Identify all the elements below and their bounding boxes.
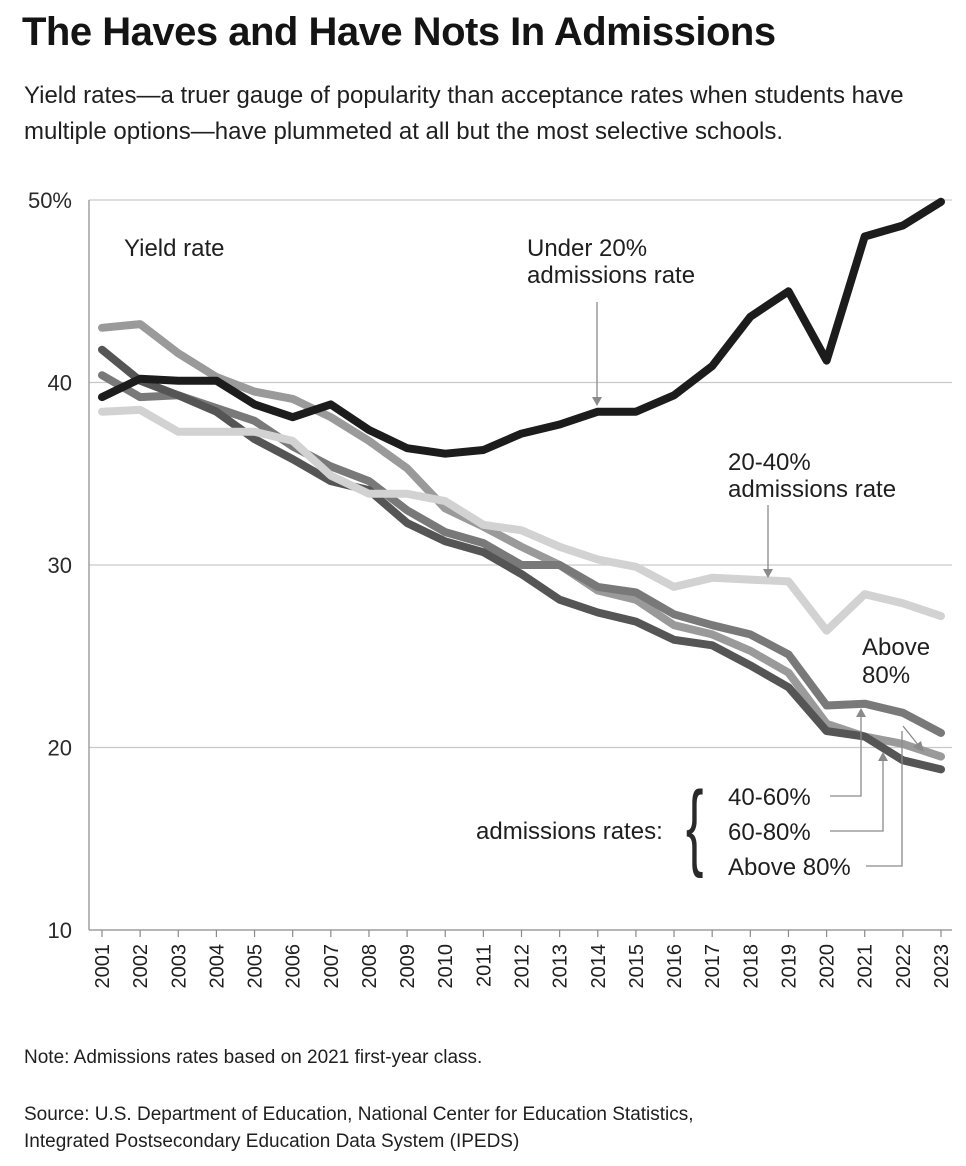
- x-tick-label: 2020: [817, 944, 839, 989]
- above80-label-line1: Above: [862, 634, 930, 661]
- source-line-2: Integrated Postsecondary Education Data …: [24, 1131, 520, 1152]
- legend-brace: {: [686, 772, 704, 879]
- x-tick-label: 2019: [778, 944, 800, 989]
- legend-above80-label: Above 80%: [728, 854, 851, 881]
- footnote: Note: Admissions rates based on 2021 fir…: [24, 1047, 483, 1068]
- series-line-under-20-admissions-rate: [98, 197, 945, 458]
- source-credit: Source: U.S. Department of Education, Na…: [24, 1101, 694, 1155]
- x-tick-label: 2022: [893, 944, 915, 989]
- legend-6080-arrowhead: [878, 752, 888, 761]
- r2040-arrowhead: [763, 569, 773, 578]
- x-tick-label: 2021: [855, 944, 877, 989]
- admissions-rates-group-label: admissions rates:: [476, 818, 663, 845]
- x-tick-label: 2015: [626, 944, 648, 989]
- x-tick-label: 2008: [359, 944, 381, 989]
- legend-6080-label: 60-80%: [728, 819, 811, 846]
- r2040-label-line1: 20-40%: [728, 449, 811, 476]
- chart-subtitle: Yield rates—a truer gauge of popularity …: [24, 82, 904, 145]
- under20-label-line1: Under 20%: [527, 235, 647, 262]
- x-tick-label: 2018: [740, 944, 762, 989]
- series-lines: [98, 197, 945, 774]
- legend-4060-label: 40-60%: [728, 784, 811, 811]
- gridlines: [89, 199, 952, 749]
- legend-4060-arrowhead: [856, 708, 866, 717]
- x-tick-label: 2001: [92, 944, 114, 989]
- x-tick-label: 2012: [512, 944, 534, 989]
- chart-title: The Haves and Have Nots In Admissions: [22, 10, 776, 54]
- x-tick-label: 2013: [550, 944, 572, 989]
- above80-label-line2: 80%: [862, 662, 910, 689]
- under20-label-line2: admissions rate: [527, 262, 695, 289]
- y-axis: 10 20 30 40 50%: [28, 188, 90, 943]
- x-axis: 2001 2002 2003 2004 2005 2006 2007 2008 2009 2010…: [89, 929, 953, 989]
- series-line-20-40-admissions-rate: [98, 405, 945, 635]
- y-tick-label: 50%: [28, 188, 72, 213]
- x-tick-label: 2003: [168, 944, 190, 989]
- yield-rate-label: Yield rate: [124, 235, 225, 262]
- x-tick-label: 2009: [397, 944, 419, 989]
- y-tick-label: 20: [48, 736, 72, 761]
- under20-arrowhead: [592, 397, 602, 406]
- x-tick-label: 2007: [321, 944, 343, 989]
- source-line-1: Source: U.S. Department of Education, Na…: [24, 1104, 694, 1125]
- r2040-label-line2: admissions rate: [728, 476, 896, 503]
- x-tick-label: 2014: [588, 944, 610, 989]
- series-line-40-60-admissions-rate: [98, 371, 945, 737]
- x-tick-label: 2011: [473, 944, 495, 987]
- y-tick-label: 40: [48, 371, 72, 396]
- legend-4060-leader: [830, 712, 862, 797]
- x-tick-label: 2005: [245, 944, 267, 989]
- x-tick-label: 2006: [283, 944, 305, 989]
- x-tick-label: 2004: [206, 944, 228, 989]
- y-tick-label: 10: [48, 918, 72, 943]
- series-line-above-80-admissions-rate: [98, 320, 945, 761]
- x-tick-label: 2002: [130, 944, 152, 989]
- annotation-leaders: [592, 302, 924, 867]
- line-chart: 10 20 30 40 50% 2001 2002 2003 2004 2005 2006 2007…: [28, 188, 953, 989]
- x-tick-label: 2016: [664, 944, 686, 989]
- above80-top-arrowhead: [913, 741, 924, 752]
- legend-above80-leader: [866, 731, 903, 867]
- above80-top-leader: [902, 725, 920, 747]
- x-tick-label: 2023: [931, 944, 953, 989]
- x-tick-label: 2010: [435, 944, 457, 989]
- legend-6080-leader: [830, 756, 884, 832]
- x-tick-label: 2017: [702, 944, 724, 989]
- y-tick-label: 30: [48, 553, 72, 578]
